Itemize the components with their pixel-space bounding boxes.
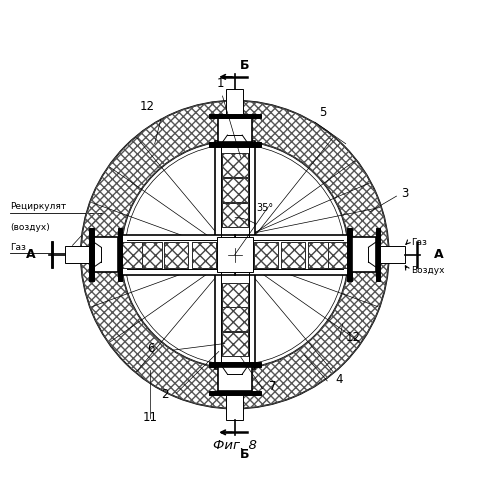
Bar [214,140,254,254]
Text: 3: 3 [400,186,408,200]
Bar [221,332,247,356]
Bar [307,242,331,268]
Text: (воздух): (воздух) [10,222,49,232]
Bar [217,237,252,272]
Wedge shape [81,100,388,408]
Text: 2: 2 [161,388,168,401]
Bar [226,396,243,420]
Bar [375,228,379,281]
Bar [89,228,94,281]
Bar [221,282,247,306]
Bar [234,234,348,275]
Bar [221,202,247,226]
Text: 7: 7 [268,380,275,393]
Bar [379,246,404,263]
Bar [327,242,351,268]
Bar [221,202,247,226]
Bar [208,362,260,367]
Bar [217,118,252,142]
Bar [281,242,304,268]
Bar [65,246,89,263]
Bar [253,242,277,268]
Text: А: А [433,248,442,261]
Text: Б: Б [239,448,248,461]
Text: 6: 6 [147,342,154,354]
Bar [281,242,304,268]
Bar [221,178,247,202]
Text: Газ: Газ [10,242,26,252]
Bar [214,254,254,368]
Bar [138,242,162,268]
Bar [217,367,252,391]
Text: А: А [26,248,36,261]
Text: 1: 1 [216,77,223,90]
Bar [94,238,118,272]
Bar [221,308,247,331]
Bar [307,242,331,268]
Bar [208,142,260,147]
Bar [253,242,277,268]
Text: Воздух: Воздух [410,266,443,274]
Bar [226,89,243,114]
Text: 11: 11 [142,411,157,424]
Bar [118,242,142,268]
Bar [164,242,188,268]
Text: 12: 12 [345,331,360,344]
Bar [221,178,247,202]
Bar [208,114,260,118]
Bar [327,242,351,268]
Text: 12: 12 [139,100,154,113]
Bar [208,391,260,396]
Text: 4: 4 [334,372,342,386]
Bar [118,228,122,281]
Text: 5: 5 [319,106,326,119]
Text: Фиг. 8: Фиг. 8 [212,439,256,452]
Bar [221,308,247,331]
Text: Газ: Газ [410,238,426,247]
Text: Рециркулят: Рециркулят [10,202,66,211]
Bar [221,282,247,306]
Bar [164,242,188,268]
Bar [221,154,247,177]
Bar [221,154,247,177]
Bar [347,228,351,281]
Bar [118,242,142,268]
Text: Б: Б [239,60,248,72]
Bar [121,234,234,275]
Bar [351,238,375,272]
Text: 35°: 35° [256,204,273,214]
Bar [221,332,247,356]
Bar [192,242,215,268]
Bar [192,242,215,268]
Bar [138,242,162,268]
